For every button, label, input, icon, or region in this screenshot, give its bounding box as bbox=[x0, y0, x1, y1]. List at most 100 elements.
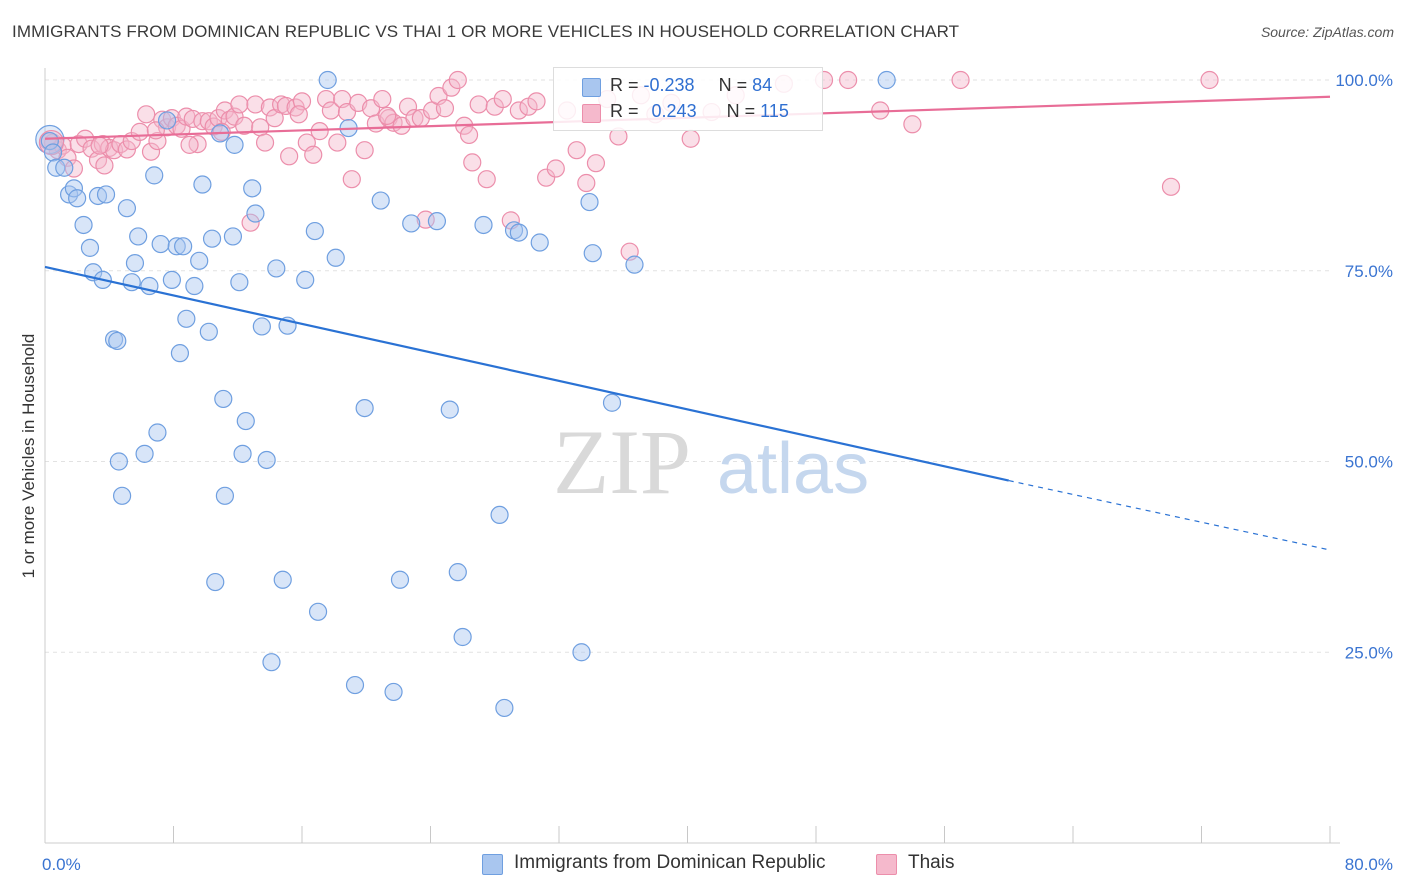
dominican-point-28 bbox=[167, 237, 186, 256]
thais-point-54 bbox=[328, 133, 347, 152]
dominican-point-14 bbox=[108, 331, 127, 351]
dominican-point-15 bbox=[109, 452, 128, 471]
dominican-point-27 bbox=[162, 270, 181, 290]
dominican-point-76 bbox=[572, 643, 591, 662]
thais-point-66 bbox=[398, 97, 418, 116]
dominican-point-75 bbox=[530, 233, 549, 252]
thais-legend-label: Thais bbox=[908, 852, 955, 873]
thais-point-62 bbox=[373, 89, 392, 109]
dominican-point-39 bbox=[214, 389, 233, 409]
thais-point-59 bbox=[355, 141, 374, 160]
dominican-point-50 bbox=[262, 653, 281, 672]
thais-point-80 bbox=[493, 89, 512, 109]
dominican-point-54 bbox=[296, 270, 315, 290]
thais-point-110 bbox=[180, 135, 199, 154]
dominican-point-43 bbox=[230, 273, 249, 292]
dominican-point-49 bbox=[257, 450, 276, 470]
dominican-point-26 bbox=[157, 111, 177, 130]
dominican-point-0 bbox=[40, 131, 59, 151]
dominican-point-6 bbox=[68, 189, 87, 208]
thais-point-108 bbox=[90, 136, 109, 155]
dominican-point-68 bbox=[448, 563, 467, 582]
thais-point-36 bbox=[230, 95, 249, 114]
thais-point-17 bbox=[130, 122, 149, 141]
dominican-point-57 bbox=[318, 70, 337, 90]
y-tick-label-0: 25.0% bbox=[1345, 643, 1393, 662]
r-label: R = bbox=[610, 75, 639, 95]
dominican-point-72 bbox=[495, 698, 514, 718]
dominican-point-52 bbox=[273, 570, 292, 589]
dominican-point-60 bbox=[345, 675, 365, 695]
r-value-thais: 0.243 bbox=[651, 101, 697, 121]
thais-point-102 bbox=[839, 70, 858, 90]
y-tick-label-3: 100.0% bbox=[1335, 71, 1393, 90]
watermark-zip: ZIP bbox=[553, 411, 691, 513]
dominican-point-36 bbox=[202, 229, 222, 248]
dominican-point-61 bbox=[355, 398, 374, 418]
tick-labels: 25.0% 50.0% 75.0% 100.0% 0.0% 80.0% bbox=[42, 71, 1393, 874]
thais-point-51 bbox=[310, 122, 329, 141]
r-label: R = bbox=[610, 101, 639, 121]
dominican-point-20 bbox=[129, 227, 148, 246]
dominican-point-17 bbox=[117, 199, 137, 218]
thais-point-114 bbox=[459, 125, 479, 145]
dominican-point-66 bbox=[427, 212, 447, 231]
r-value-dominican: -0.238 bbox=[643, 75, 695, 95]
n-label: N = bbox=[718, 75, 748, 95]
dominican-point-56 bbox=[308, 602, 328, 621]
dominican-trendline-extension bbox=[1008, 479, 1331, 551]
thais-legend-swatch bbox=[876, 854, 897, 875]
dominican-point-58 bbox=[326, 248, 345, 267]
dominican-point-12 bbox=[96, 185, 116, 204]
y-axis-label: 1 or more Vehicles in Household bbox=[19, 334, 38, 579]
axes bbox=[44, 68, 1340, 844]
thais-swatch bbox=[582, 104, 601, 123]
thais-point-76 bbox=[463, 153, 482, 172]
thais-point-97 bbox=[681, 129, 700, 148]
thais-point-52 bbox=[316, 89, 336, 109]
thais-point-18 bbox=[137, 105, 156, 124]
thais-point-15 bbox=[117, 140, 137, 159]
dominican-point-33 bbox=[190, 251, 209, 270]
dominican-point-63 bbox=[384, 682, 403, 702]
dominican-point-71 bbox=[490, 505, 509, 525]
dominican-point-29 bbox=[170, 344, 190, 363]
thais-point-11 bbox=[95, 156, 114, 175]
dominican-point-65 bbox=[402, 214, 421, 233]
dominican-point-79 bbox=[602, 393, 622, 412]
watermark: ZIP atlas bbox=[553, 411, 869, 513]
thais-point-86 bbox=[546, 159, 565, 178]
dominican-point-42 bbox=[225, 135, 244, 154]
thais-point-105 bbox=[951, 70, 970, 90]
dominican-point-16 bbox=[112, 486, 132, 505]
thais-point-106 bbox=[1161, 177, 1181, 196]
n-label: N = bbox=[726, 101, 756, 121]
dominican-point-32 bbox=[185, 276, 204, 296]
thais-point-74 bbox=[448, 70, 467, 90]
dominican-point-81 bbox=[877, 70, 896, 90]
thais-point-39 bbox=[246, 95, 265, 114]
dominican-point-45 bbox=[236, 411, 255, 431]
dominican-point-62 bbox=[371, 191, 390, 210]
thais-point-90 bbox=[586, 154, 606, 173]
dominican-point-34 bbox=[193, 175, 212, 194]
thais-point-89 bbox=[577, 173, 596, 193]
dominican-point-46 bbox=[243, 179, 262, 198]
dominican-point-51 bbox=[267, 259, 286, 278]
dominican-point-44 bbox=[233, 444, 252, 463]
dominican-point-25 bbox=[151, 234, 170, 254]
thais-point-104 bbox=[903, 115, 922, 134]
dominican-point-30 bbox=[174, 237, 193, 256]
dominican-point-5 bbox=[64, 179, 84, 198]
dominican-point-73 bbox=[504, 221, 524, 240]
thais-point-112 bbox=[289, 105, 308, 124]
dominican-point-74 bbox=[509, 223, 528, 242]
thais-point-53 bbox=[321, 101, 341, 120]
dominican-point-64 bbox=[390, 570, 410, 589]
dominican-point-8 bbox=[80, 238, 100, 257]
dominican-point-48 bbox=[252, 317, 271, 336]
thais-point-73 bbox=[442, 78, 461, 97]
thais-point-57 bbox=[342, 170, 361, 189]
dominican-point-19 bbox=[125, 254, 145, 273]
